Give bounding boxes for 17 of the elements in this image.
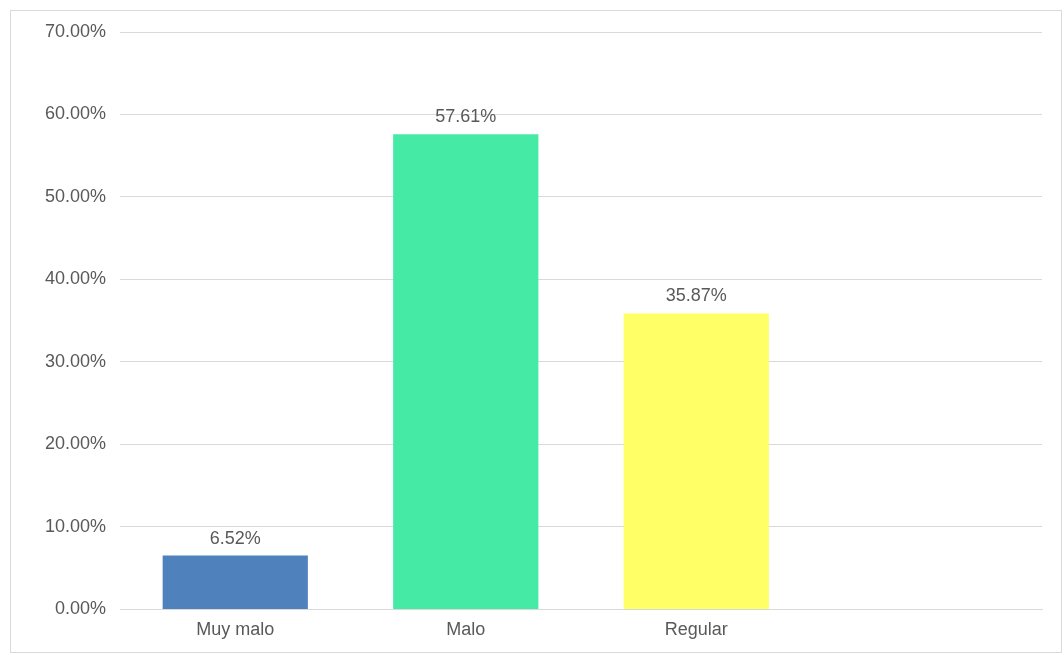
- bar: [623, 313, 769, 609]
- bar: [393, 134, 539, 609]
- data-label: 6.52%: [209, 527, 261, 548]
- y-tick-label: 40.00%: [44, 268, 106, 289]
- data-label: 35.87%: [665, 285, 727, 306]
- bar: [162, 555, 308, 609]
- y-tick-label: 70.00%: [44, 20, 106, 41]
- y-tick-label: 50.00%: [44, 185, 106, 206]
- x-tick-label: Muy malo: [196, 619, 275, 640]
- y-tick-label: 10.00%: [44, 515, 106, 536]
- y-tick-label: 0.00%: [54, 598, 106, 619]
- y-tick-label: 60.00%: [44, 103, 106, 124]
- data-label: 57.61%: [435, 106, 497, 127]
- y-tick-label: 30.00%: [44, 350, 106, 371]
- x-tick-label: Malo: [446, 619, 486, 640]
- y-tick-label: 20.00%: [44, 433, 106, 454]
- x-tick-label: Regular: [664, 619, 728, 640]
